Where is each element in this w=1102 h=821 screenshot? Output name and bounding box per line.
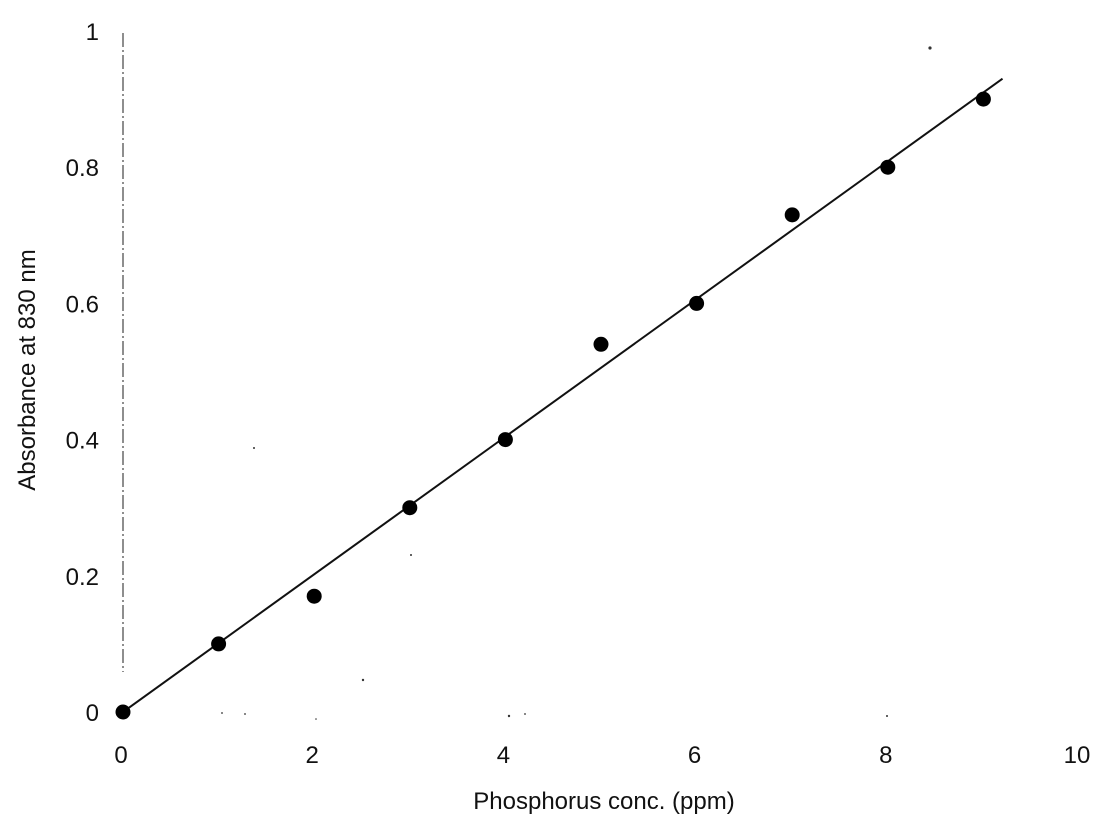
scan-speck [928,46,932,50]
data-point [211,636,227,652]
scan-speck [410,554,412,556]
scan-speck [221,712,223,714]
data-point [784,207,800,223]
y-axis-title: Absorbance at 830 nm [14,249,41,491]
data-point [115,704,131,720]
scan-speck [886,715,888,717]
data-point [689,295,705,311]
x-tick-label: 6 [688,742,701,769]
y-tick-label: 0.4 [66,428,99,455]
scan-speck [507,714,511,718]
y-tick-labels: 0 0.2 0.4 0.6 0.8 1 [66,19,99,727]
data-point [975,91,991,107]
scan-specks [221,46,932,720]
x-tick-label: 10 [1064,742,1091,769]
scan-speck [253,447,255,449]
scan-speck [244,713,246,715]
x-tick-label: 2 [306,742,319,769]
x-tick-label: 0 [114,742,127,769]
scan-speck [361,678,365,682]
scan-speck [315,718,317,720]
fit-line-group [122,77,1004,713]
data-point [306,588,322,604]
y-tick-label: 0.8 [66,155,99,182]
scan-speck [524,713,526,715]
x-tick-label: 4 [497,742,510,769]
data-point [497,432,513,448]
y-tick-label: 0.2 [66,564,99,591]
x-tick-label: 8 [879,742,892,769]
x-tick-labels: 0 2 4 6 8 10 [114,742,1090,769]
data-point [402,500,418,516]
y-tick-label: 1 [86,19,99,46]
y-tick-label: 0.6 [66,291,99,318]
data-point [593,336,609,352]
linear-fit-line [122,77,1004,713]
data-point [880,159,896,175]
x-axis-title: Phosphorus conc. (ppm) [473,788,734,815]
y-tick-label: 0 [86,700,99,727]
data-points [115,91,991,720]
